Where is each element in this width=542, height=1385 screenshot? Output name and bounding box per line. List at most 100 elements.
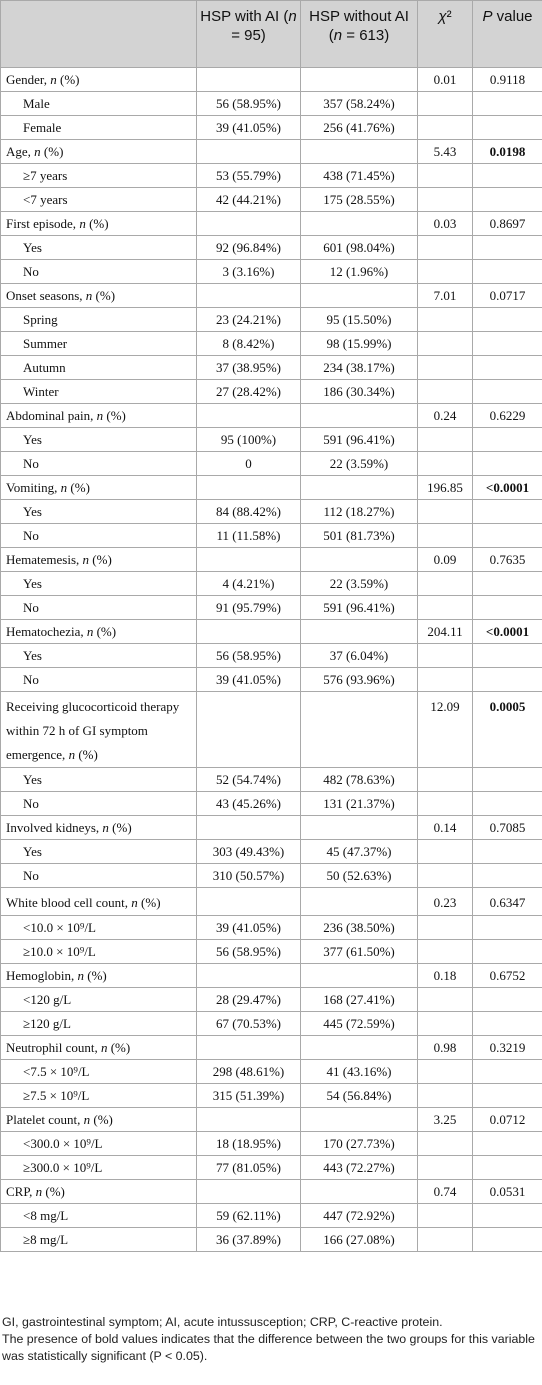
data-table: HSP with AI (n = 95) HSP without AI (n =…: [0, 0, 542, 1252]
cell-without-ai: [300, 211, 418, 236]
cell-without-ai: [300, 691, 418, 768]
footnote-significance: The presence of bold values indicates th…: [2, 1332, 535, 1363]
cell-chi-square: [417, 235, 473, 260]
cell-p-value: [472, 1059, 542, 1084]
table-row-subcategory: Summer 8 (8.42%) 98 (15.99%): [0, 331, 542, 356]
cell-without-ai: 591 (96.41%): [300, 427, 418, 452]
cell-with-ai: 56 (58.95%): [196, 939, 301, 964]
cell-without-ai: 591 (96.41%): [300, 595, 418, 620]
row-label: Age, n (%): [0, 139, 197, 164]
table-row-subcategory: No 91 (95.79%) 591 (96.41%): [0, 595, 542, 620]
cell-chi-square: [417, 1227, 473, 1252]
cell-without-ai: [300, 815, 418, 840]
cell-p-value: 0.7635: [472, 547, 542, 572]
row-label: No: [0, 791, 197, 816]
table-row-subcategory: ≥300.0 × 10⁹/L 77 (81.05%) 443 (72.27%): [0, 1155, 542, 1180]
cell-chi-square: 7.01: [417, 283, 473, 308]
cell-without-ai: 357 (58.24%): [300, 91, 418, 116]
cell-chi-square: 12.09: [417, 691, 473, 768]
cell-p-value: [472, 523, 542, 548]
cell-p-value: [472, 1083, 542, 1108]
cell-with-ai: 39 (41.05%): [196, 115, 301, 140]
row-label: Neutrophil count, n (%): [0, 1035, 197, 1060]
cell-with-ai: 315 (51.39%): [196, 1083, 301, 1108]
row-label: No: [0, 595, 197, 620]
table-row-variable: Vomiting, n (%) 196.85 <0.0001: [0, 475, 542, 500]
table-row-variable: Hemoglobin, n (%) 0.18 0.6752: [0, 963, 542, 988]
cell-chi-square: [417, 91, 473, 116]
cell-without-ai: 377 (61.50%): [300, 939, 418, 964]
cell-chi-square: [417, 767, 473, 792]
cell-chi-square: 0.09: [417, 547, 473, 572]
cell-with-ai: [196, 67, 301, 92]
cell-chi-square: [417, 1011, 473, 1036]
cell-p-value: [472, 187, 542, 212]
cell-chi-square: 0.01: [417, 67, 473, 92]
cell-with-ai: 11 (11.58%): [196, 523, 301, 548]
cell-with-ai: 67 (70.53%): [196, 1011, 301, 1036]
cell-without-ai: 236 (38.50%): [300, 915, 418, 940]
cell-p-value: [472, 91, 542, 116]
row-label: <300.0 × 10⁹/L: [0, 1131, 197, 1156]
cell-with-ai: 28 (29.47%): [196, 987, 301, 1012]
table-row-variable: Hematochezia, n (%) 204.11 <0.0001: [0, 619, 542, 644]
cell-chi-square: 0.98: [417, 1035, 473, 1060]
cell-with-ai: [196, 815, 301, 840]
cell-p-value: [472, 499, 542, 524]
cell-with-ai: [196, 139, 301, 164]
cell-chi-square: [417, 163, 473, 188]
table-row-subcategory: ≥7.5 × 10⁹/L 315 (51.39%) 54 (56.84%): [0, 1083, 542, 1108]
cell-without-ai: 447 (72.92%): [300, 1203, 418, 1228]
table-row-subcategory: Male 56 (58.95%) 357 (58.24%): [0, 91, 542, 116]
row-label: No: [0, 451, 197, 476]
row-label: Female: [0, 115, 197, 140]
row-label: Autumn: [0, 355, 197, 380]
cell-p-value: [472, 1155, 542, 1180]
row-label: Vomiting, n (%): [0, 475, 197, 500]
cell-with-ai: [196, 963, 301, 988]
cell-with-ai: [196, 887, 301, 916]
cell-p-value: 0.7085: [472, 815, 542, 840]
cell-with-ai: 43 (45.26%): [196, 791, 301, 816]
cell-p-value: 0.0717: [472, 283, 542, 308]
row-label: Gender, n (%): [0, 67, 197, 92]
cell-p-value: [472, 987, 542, 1012]
cell-without-ai: 601 (98.04%): [300, 235, 418, 260]
footnote-abbreviations: GI, gastrointestinal symptom; AI, acute …: [2, 1315, 443, 1329]
cell-chi-square: [417, 667, 473, 692]
cell-without-ai: [300, 887, 418, 916]
cell-without-ai: [300, 619, 418, 644]
cell-p-value: [472, 235, 542, 260]
cell-chi-square: [417, 915, 473, 940]
cell-with-ai: 59 (62.11%): [196, 1203, 301, 1228]
cell-p-value: [472, 1131, 542, 1156]
cell-without-ai: 45 (47.37%): [300, 839, 418, 864]
table-row-variable: Hematemesis, n (%) 0.09 0.7635: [0, 547, 542, 572]
row-label: Yes: [0, 767, 197, 792]
header-p-value: P value: [472, 0, 542, 68]
cell-with-ai: 52 (54.74%): [196, 767, 301, 792]
cell-without-ai: [300, 139, 418, 164]
cell-chi-square: [417, 1155, 473, 1180]
cell-with-ai: 298 (48.61%): [196, 1059, 301, 1084]
cell-with-ai: 23 (24.21%): [196, 307, 301, 332]
cell-without-ai: 112 (18.27%): [300, 499, 418, 524]
cell-with-ai: 8 (8.42%): [196, 331, 301, 356]
header-with-ai: HSP with AI (n = 95): [196, 0, 301, 68]
cell-with-ai: 310 (50.57%): [196, 863, 301, 888]
row-label: <10.0 × 10⁹/L: [0, 915, 197, 940]
cell-p-value: [472, 163, 542, 188]
table-row-subcategory: <7.5 × 10⁹/L 298 (48.61%) 41 (43.16%): [0, 1059, 542, 1084]
cell-without-ai: 50 (52.63%): [300, 863, 418, 888]
cell-p-value: [472, 259, 542, 284]
cell-p-value: [472, 115, 542, 140]
cell-with-ai: 56 (58.95%): [196, 91, 301, 116]
cell-p-value: [472, 451, 542, 476]
table-row-subcategory: No 43 (45.26%) 131 (21.37%): [0, 791, 542, 816]
table-row-subcategory: Yes 303 (49.43%) 45 (47.37%): [0, 839, 542, 864]
cell-without-ai: 98 (15.99%): [300, 331, 418, 356]
header-blank: [0, 0, 197, 68]
cell-chi-square: 5.43: [417, 139, 473, 164]
cell-chi-square: 204.11: [417, 619, 473, 644]
cell-without-ai: 234 (38.17%): [300, 355, 418, 380]
